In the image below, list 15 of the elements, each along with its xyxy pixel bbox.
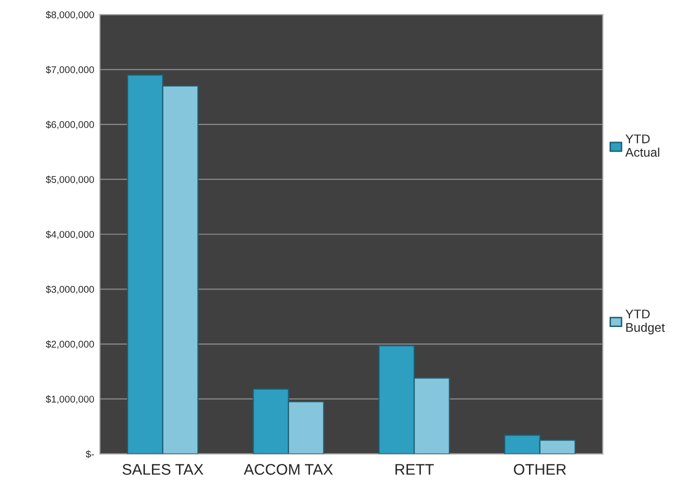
x-tick-label: SALES TAX <box>122 464 204 475</box>
y-tick-label: $2,000,000 <box>46 340 94 349</box>
y-tick-label: $4,000,000 <box>46 230 94 240</box>
y-tick-label: $8,000,000 <box>46 10 94 20</box>
x-tick-label: RETT <box>396 464 434 475</box>
y-tick-label: $3,000,000 <box>46 285 94 294</box>
y-tick-label: $7,000,000 <box>46 66 94 74</box>
y-tick-label: $6,000,000 <box>46 120 94 130</box>
y-tick-label: $- <box>86 450 94 458</box>
legend-label: YTD Actual <box>625 134 660 157</box>
y-tick-label: $1,000,000 <box>46 395 94 404</box>
legend-label: YTD Budget <box>626 310 665 334</box>
x-tick-label: OTHER <box>514 464 566 475</box>
y-tick-label: $5,000,000 <box>46 176 94 184</box>
x-tick-label: ACCOM TAX <box>244 464 333 475</box>
